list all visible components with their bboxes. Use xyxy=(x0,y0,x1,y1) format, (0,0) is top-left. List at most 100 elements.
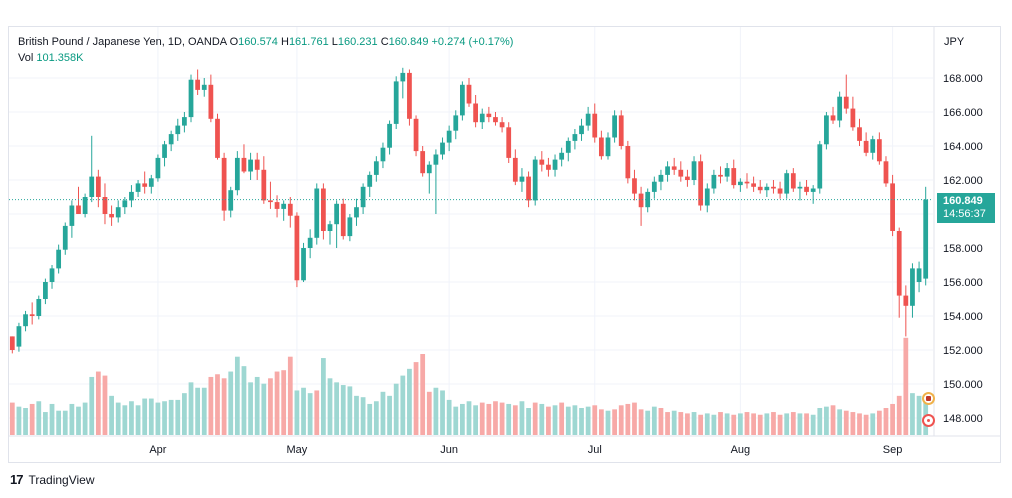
volume-bar xyxy=(459,403,465,435)
price-tick-label: 152.000 xyxy=(943,345,983,357)
date-tick-label: Sep xyxy=(883,444,903,456)
candle-body xyxy=(340,203,346,237)
candle-body xyxy=(810,188,816,192)
candle-body xyxy=(883,161,889,184)
volume-bar xyxy=(612,409,617,435)
candle-body xyxy=(493,117,498,123)
candle-body xyxy=(69,205,75,226)
candle-body xyxy=(565,140,571,153)
candle-body xyxy=(777,188,783,194)
volume-bar xyxy=(784,413,790,435)
volume-bar xyxy=(413,362,419,435)
volume-bar xyxy=(268,378,273,435)
candle-body xyxy=(168,134,174,145)
price-tick-label: 158.000 xyxy=(943,243,983,255)
candle-body xyxy=(360,186,366,208)
volume-bar xyxy=(62,410,68,435)
volume-bar xyxy=(69,403,75,435)
volume-bar xyxy=(857,413,862,435)
volume-bar xyxy=(373,401,379,435)
chart-frame xyxy=(8,26,1001,463)
candle-body xyxy=(506,127,512,158)
volume-bar xyxy=(334,382,340,435)
volume-key[interactable]: Vol xyxy=(18,52,34,64)
candle-body xyxy=(910,268,915,306)
volume-bar xyxy=(605,410,611,435)
date-tick-label: May xyxy=(287,444,308,456)
symbol-title[interactable]: British Pound / Japanese Yen, 1D, OANDA xyxy=(18,36,227,48)
volume-bar xyxy=(168,399,174,435)
candle-body xyxy=(407,72,412,119)
volume-bar xyxy=(241,366,247,435)
candle-body xyxy=(29,314,35,316)
candle-body xyxy=(711,174,717,189)
volume-bar xyxy=(446,399,452,435)
volume-bar xyxy=(274,371,280,435)
volume-bar xyxy=(876,410,882,435)
volume-bar xyxy=(532,402,538,435)
volume-bar xyxy=(228,371,234,435)
candle-body xyxy=(764,186,770,191)
brand-name[interactable]: TradingView xyxy=(28,472,95,487)
volume-bar xyxy=(896,395,902,435)
dividend-event-icon[interactable] xyxy=(922,414,935,427)
volume-bar xyxy=(526,408,531,435)
candle-body xyxy=(638,193,644,208)
volume-bar xyxy=(208,376,214,435)
candle-body xyxy=(817,144,823,189)
price-tick-label: 156.000 xyxy=(943,277,983,289)
economic-event-flag-icon[interactable] xyxy=(922,392,935,405)
candle-body xyxy=(598,137,604,157)
candle-body xyxy=(241,157,247,172)
candle-body xyxy=(890,183,895,231)
price-tick-label: 150.000 xyxy=(943,379,983,391)
candle-body xyxy=(254,159,260,170)
volume-bar xyxy=(367,403,373,435)
volume-bar xyxy=(142,398,148,435)
candle-body xyxy=(870,139,876,153)
volume-bar xyxy=(420,354,426,435)
volume-bar xyxy=(314,390,320,435)
candle-body xyxy=(373,161,379,175)
candlesticks xyxy=(9,67,929,354)
candle-body xyxy=(737,181,743,186)
candle-body xyxy=(281,203,287,209)
candle-body xyxy=(155,157,161,179)
candle-body xyxy=(876,139,882,162)
candle-body xyxy=(175,125,181,135)
volume-bar xyxy=(453,406,459,435)
volume-bar xyxy=(426,391,432,435)
candle-body xyxy=(751,183,756,187)
candle-body xyxy=(605,137,611,157)
volume-bar xyxy=(691,412,697,435)
candle-body xyxy=(625,146,631,179)
candle-body xyxy=(923,199,929,279)
candle-body xyxy=(790,173,796,189)
candle-body xyxy=(274,202,280,209)
volume-bar xyxy=(665,412,670,435)
candle-body xyxy=(23,314,28,327)
candle-body xyxy=(903,295,909,306)
candle-body xyxy=(56,249,62,269)
candle-body xyxy=(433,154,439,165)
volume-bar xyxy=(321,358,326,435)
price-tick-label: 168.000 xyxy=(943,73,983,85)
candle-body xyxy=(142,183,148,187)
volume-bar xyxy=(685,413,690,435)
volume-bar xyxy=(737,413,743,435)
candle-body xyxy=(665,166,670,175)
candle-body xyxy=(632,178,637,194)
volume-bar xyxy=(109,395,114,435)
tradingview-logo-icon[interactable]: 17 xyxy=(10,472,24,487)
candle-body xyxy=(62,225,68,250)
candle-body xyxy=(837,96,843,121)
volume-bar xyxy=(572,405,578,435)
candle-body xyxy=(135,183,141,192)
candle-body xyxy=(162,144,167,158)
volume-bar xyxy=(49,403,55,435)
price-tick-label: 166.000 xyxy=(943,107,983,119)
volume-bar xyxy=(129,401,134,435)
volume-bar xyxy=(678,412,684,435)
candle-body xyxy=(122,200,128,208)
